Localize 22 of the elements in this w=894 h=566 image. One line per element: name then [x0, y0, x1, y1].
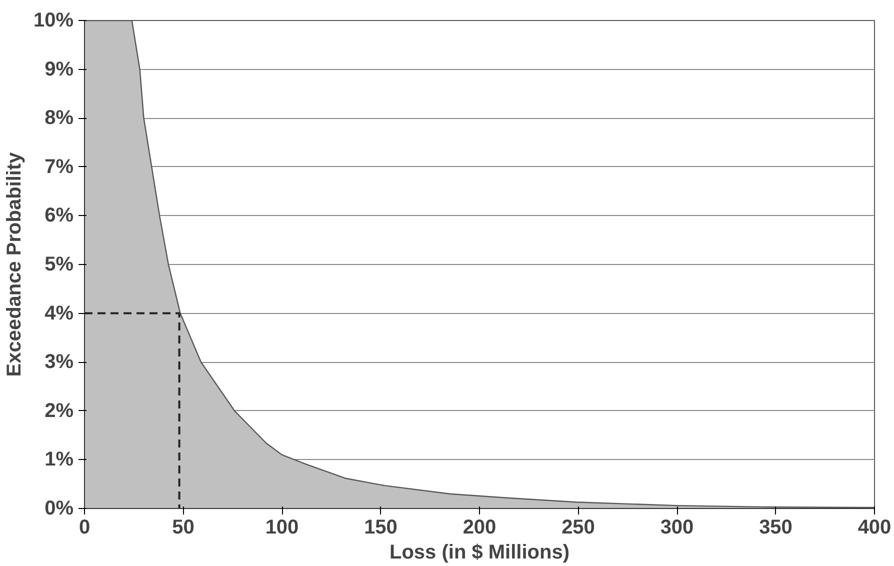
x-tick-label: 50: [172, 516, 194, 538]
y-axis-title: Exceedance Probability: [3, 151, 26, 377]
y-tick-label: 9%: [44, 58, 74, 80]
y-tick-label: 6%: [44, 204, 74, 227]
x-tick-label: 400: [858, 516, 892, 538]
y-tick-label: 3%: [44, 351, 74, 374]
y-tick-label: 1%: [44, 448, 74, 471]
y-tick-label: 7%: [44, 156, 74, 178]
x-tick-label: 200: [462, 516, 496, 538]
x-tick-label: 250: [562, 516, 595, 538]
x-axis-title: Loss (in $ Millions): [389, 542, 570, 564]
y-tick-label: 10%: [33, 10, 74, 32]
y-tick-label: 5%: [44, 254, 74, 276]
y-tick-label: 2%: [44, 400, 74, 422]
y-tick-label: 4%: [44, 302, 74, 324]
x-tick-label: 0: [78, 516, 90, 538]
x-tick-label: 350: [759, 516, 792, 538]
y-tick-label: 0%: [44, 498, 74, 520]
x-tick-label: 100: [265, 516, 299, 538]
x-tick-label: 300: [660, 516, 694, 538]
x-tick-label: 150: [364, 516, 398, 538]
y-tick-label: 8%: [44, 107, 74, 130]
